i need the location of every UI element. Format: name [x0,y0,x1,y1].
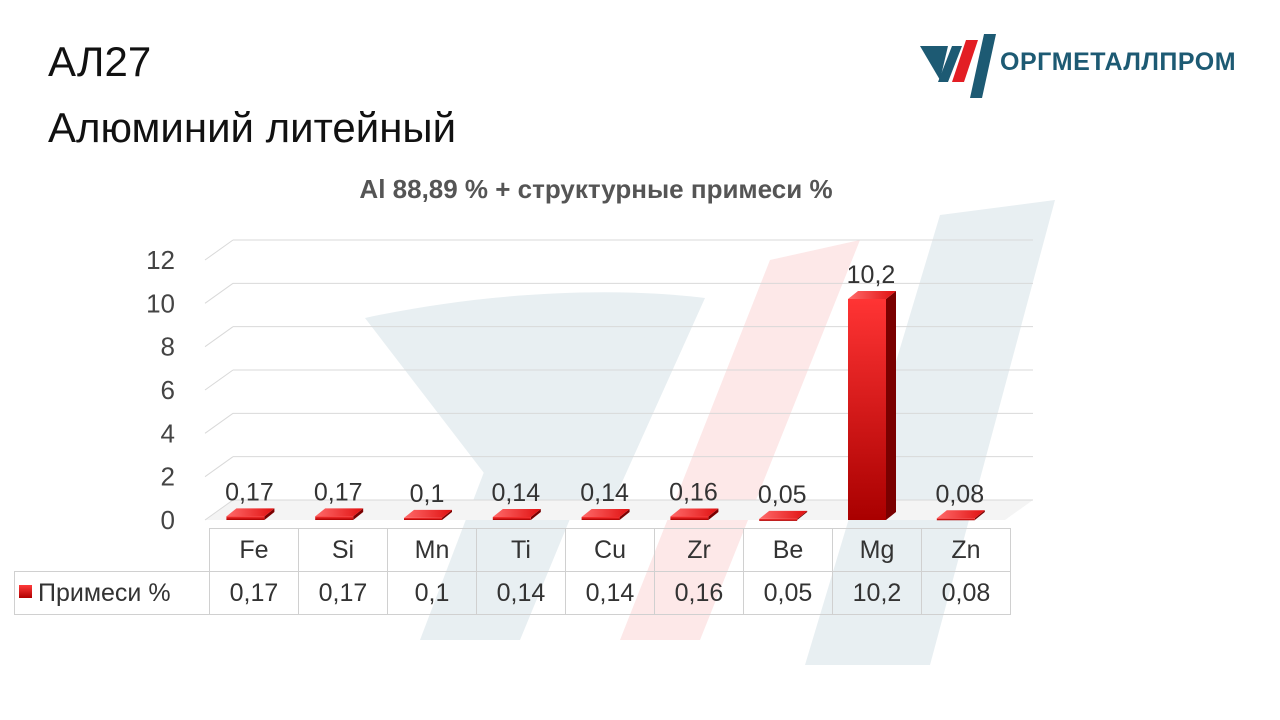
bar-top [581,508,630,517]
data-label: 10,2 [847,261,896,289]
bar [226,508,275,520]
bar-side [619,508,630,520]
value-cell: 0,17 [209,571,299,615]
bar [404,509,452,520]
gridline-depth [204,369,234,391]
category-cell: Be [743,528,833,572]
bar-top [492,508,541,517]
value-cell: 10,2 [832,571,922,615]
bar-side [797,510,808,520]
gridline-depth [204,239,234,261]
bar [492,508,541,520]
bar-side [353,508,364,520]
data-label: 0,14 [491,479,540,507]
bar [759,510,808,521]
bar-front [936,518,975,521]
data-label: 0,05 [758,481,807,509]
bar-top [848,291,896,299]
bar [315,508,364,520]
bar [936,510,985,521]
table-row: Примеси % 0,17 0,17 0,1 0,14 0,14 0,16 0… [14,571,1011,615]
bar-top [226,508,275,517]
company-logo: ОРГМЕТАЛЛПРОМ [918,30,1238,100]
data-label: 0,14 [580,479,629,507]
bar-front [315,516,354,520]
bar-top [315,508,364,517]
bar-top [759,510,808,519]
data-label: 0,08 [935,480,984,508]
category-cell: Ti [476,528,566,572]
bar-top [936,510,985,519]
table-corner-cell [14,528,210,572]
table-header-row: Fe Si Mn Ti Cu Zr Be Mg Zn [14,528,1011,572]
bar-side [886,291,896,520]
logo-text: ОРГМЕТАЛЛПРОМ [1000,48,1237,76]
bar-side [442,509,452,520]
y-tick-label: 8 [161,332,175,362]
y-tick-label: 0 [161,505,175,535]
data-label: 0,16 [669,479,718,507]
value-cell: 0,17 [298,571,388,615]
bar-side [974,510,985,520]
category-cell: Cu [565,528,655,572]
page-subtitle: Алюминий литейный [48,104,457,151]
legend-swatch [19,585,32,599]
logo-mark-icon [920,34,996,98]
bar-front [759,518,798,521]
bar-front [492,516,531,520]
data-label: 0,1 [410,480,445,508]
data-label: 0,17 [314,478,363,506]
bar-front [581,516,620,520]
legend-entry: Примеси % [14,571,210,615]
value-cell: 0,1 [387,571,477,615]
gridline-depth [204,282,234,304]
bar-side [264,508,275,520]
bar-side [530,508,541,520]
gridline-depth [204,326,234,348]
category-cell: Zn [921,528,1011,572]
bar-side [708,508,719,520]
category-cell: Mn [387,528,477,572]
category-cell: Fe [209,528,299,572]
value-cell: 0,08 [921,571,1011,615]
gridline-depth [204,412,234,434]
bar-top [670,508,719,517]
value-cell: 0,14 [565,571,655,615]
gridline-depth [204,456,234,478]
category-cell: Si [298,528,388,572]
value-cell: 0,05 [743,571,833,615]
y-tick-label: 2 [161,462,175,492]
page-title: АЛ27 [48,38,152,85]
y-tick-label: 12 [146,245,175,275]
bar-front [848,299,886,520]
data-table: Fe Si Mn Ti Cu Zr Be Mg Zn Примеси % 0,1… [14,528,1011,615]
y-tick-label: 10 [146,288,175,318]
value-cell: 0,16 [654,571,744,615]
chart-title: Al 88,89 % + структурные примеси % [359,174,833,204]
gridline-depth [204,499,234,521]
data-label: 0,17 [225,478,274,506]
bar [670,508,719,520]
category-cell: Mg [832,528,922,572]
series-name: Примеси % [38,578,171,607]
category-cell: Zr [654,528,744,572]
bar-front [404,517,442,520]
y-tick-label: 4 [161,418,175,448]
value-cell: 0,14 [476,571,566,615]
y-tick-label: 6 [161,375,175,405]
bar [848,291,896,520]
bar-front [226,516,265,520]
bar-top [404,509,452,518]
bar-front [670,516,709,520]
bar [581,508,630,520]
